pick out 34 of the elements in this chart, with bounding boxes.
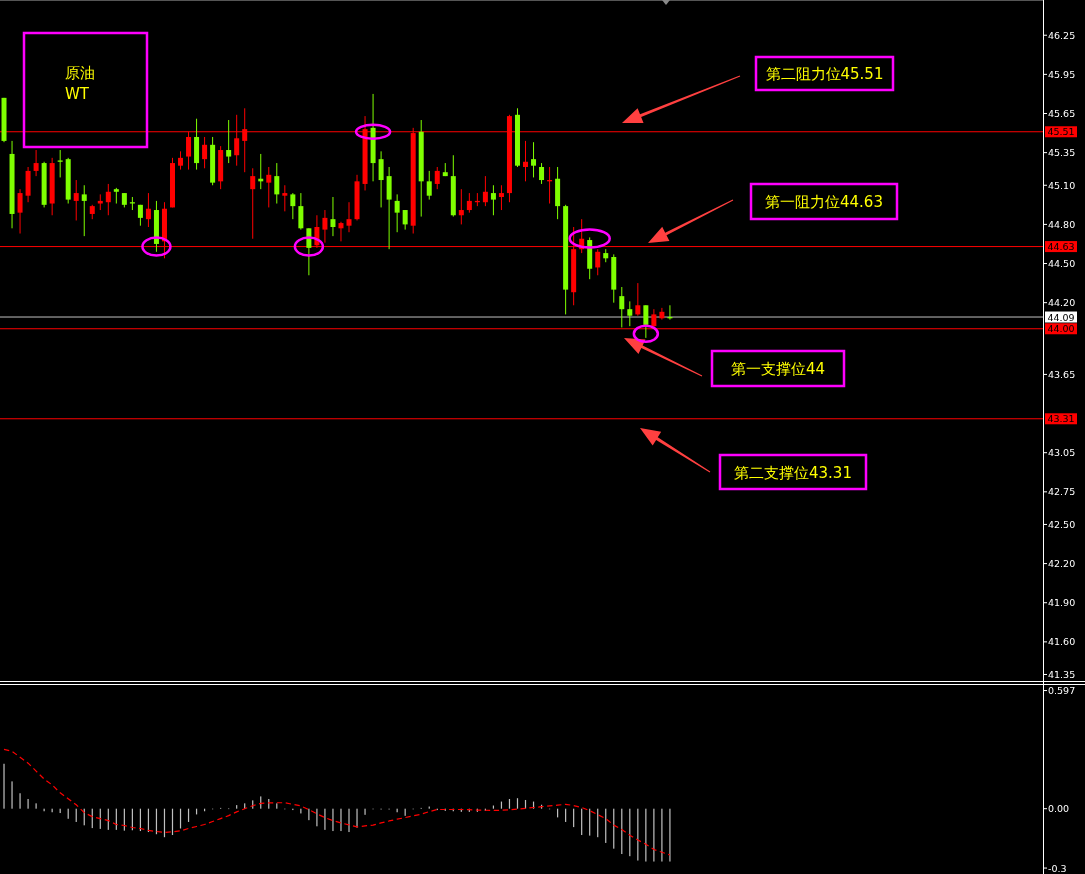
ref-line-label: 44.63 [1047,241,1075,253]
y-tick-label: 45.65 [1048,108,1076,119]
y-tick-label: 43.65 [1048,368,1076,380]
ref-line-label: 43.31 [1047,413,1075,425]
y-tick-label: 45.35 [1048,147,1076,159]
y-tick-label: 44.80 [1048,218,1076,230]
y-tick-label: 42.75 [1048,486,1076,498]
y-tick-label: 41.60 [1048,636,1076,648]
annotation: 原油 WT [65,64,95,103]
annotation: 第一阻力位44.63 [749,182,899,221]
y-tick-label: 46.25 [1048,29,1076,41]
ref-line-label: 44.09 [1047,311,1075,323]
annotation: 第二支撑位43.31 [718,453,868,491]
y-tick-label: 45.95 [1048,68,1076,80]
annotation: 第一阻力位44.63 [765,193,883,211]
y-tick-label: -0.3 [1048,862,1067,874]
y-tick-label: 44.50 [1048,258,1076,270]
y-tick-label: 42.50 [1048,518,1076,530]
ref-line-label: 45.51 [1047,126,1075,138]
y-tick-label: 42.20 [1048,558,1076,570]
y-tick-label: 41.90 [1048,597,1076,609]
annotation: 第一支撑位44 [730,360,826,378]
ref-line-label: 44.00 [1047,323,1075,335]
annotation: 第一支撑位44 [710,349,846,388]
y-tick-label: 45.10 [1048,179,1076,191]
annotation: 第二阻力位45.51 [765,65,884,83]
annotation: 原油 WT [22,31,149,149]
y-tick-label: 43.05 [1048,447,1076,459]
annotation: 第二阻力位45.51 [754,55,895,92]
annotation: 第二支撑位43.31 [734,463,852,482]
y-tick-label: 44.20 [1048,297,1076,309]
y-tick-label: 41.35 [1048,668,1076,680]
y-tick-label: 0.597 [1048,685,1076,697]
y-tick-label: 0.00 [1048,803,1070,815]
